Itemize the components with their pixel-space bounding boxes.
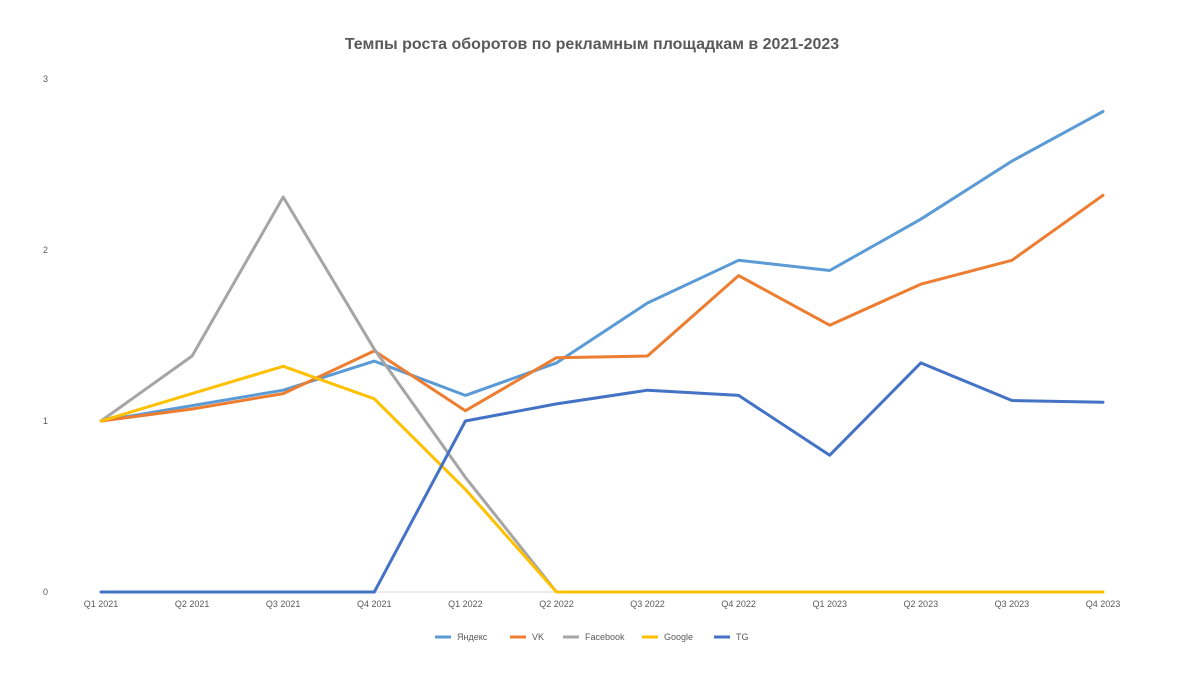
y-tick-label: 3 bbox=[43, 74, 48, 84]
x-tick-label: Q1 2023 bbox=[812, 599, 847, 609]
legend-label: TG bbox=[736, 632, 749, 642]
x-tick-label: Q3 2023 bbox=[995, 599, 1030, 609]
x-axis: Q1 2021 Q2 2021 Q3 2021 Q4 2021 Q1 2022 Q2 20… bbox=[84, 591, 1121, 609]
y-tick-label: 1 bbox=[43, 416, 48, 426]
legend-label: Google bbox=[664, 632, 693, 642]
x-tick-label: Q4 2023 bbox=[1086, 599, 1121, 609]
y-axis-ticks: 0 1 2 3 bbox=[43, 74, 48, 597]
y-tick-label: 2 bbox=[43, 245, 48, 255]
series-line-3 bbox=[99, 364, 1105, 594]
series-line-0 bbox=[99, 110, 1105, 423]
series-line-1 bbox=[99, 193, 1105, 423]
x-tick-label: Q2 2023 bbox=[904, 599, 939, 609]
x-tick-label: Q1 2022 bbox=[448, 599, 483, 609]
legend-label: Яндекс bbox=[457, 632, 488, 642]
x-tick-label: Q2 2022 bbox=[539, 599, 574, 609]
x-tick-label: Q4 2022 bbox=[721, 599, 756, 609]
x-tick-label: Q3 2021 bbox=[266, 599, 301, 609]
y-tick-label: 0 bbox=[43, 587, 48, 597]
legend-label: Facebook bbox=[585, 632, 625, 642]
series-lines bbox=[99, 110, 1105, 594]
series-line-4 bbox=[99, 361, 1105, 594]
x-tick-label: Q4 2021 bbox=[357, 599, 392, 609]
chart-title: Темпы роста оборотов по рекламным площад… bbox=[345, 36, 839, 53]
legend-label: VK bbox=[532, 632, 544, 642]
x-tick-label: Q1 2021 bbox=[84, 599, 119, 609]
x-tick-label: Q3 2022 bbox=[630, 599, 665, 609]
x-tick-label: Q2 2021 bbox=[175, 599, 210, 609]
legend: Яндекс VK Facebook Google TG bbox=[435, 632, 749, 642]
